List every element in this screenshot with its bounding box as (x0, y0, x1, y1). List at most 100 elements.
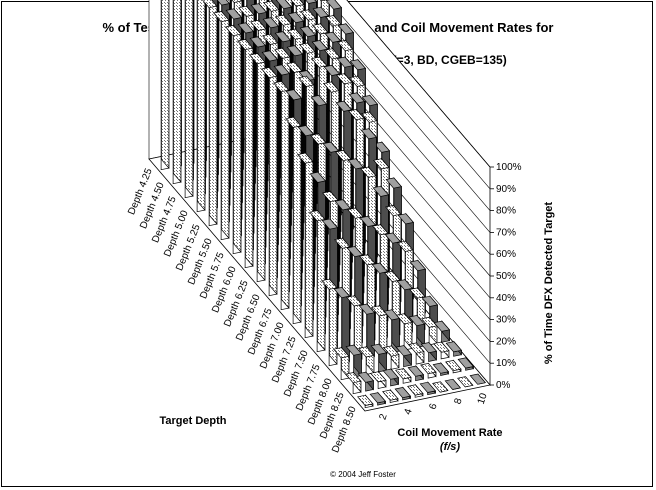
bar (369, 391, 387, 406)
bar (321, 278, 338, 367)
bar-top (370, 343, 388, 355)
rate-tick-label: 8 (452, 397, 464, 406)
bar-top (409, 287, 426, 299)
bar (370, 370, 387, 389)
bar-top (249, 53, 266, 65)
copyright-notice: © 2004 Jeff Foster (330, 470, 396, 479)
bar-top (300, 9, 317, 21)
bar-top (287, 28, 304, 40)
bar-side (257, 52, 266, 282)
bar-top (312, 6, 330, 18)
bar-side (269, 66, 278, 296)
bar (433, 320, 451, 343)
bar (408, 341, 425, 365)
y-tick-label: 70% (496, 227, 516, 238)
bar (346, 294, 363, 361)
bar-side (161, 0, 170, 170)
bar-top (370, 371, 387, 383)
rate-tick-label: 4 (402, 407, 414, 416)
bar-top (347, 158, 365, 170)
bar-top (202, 0, 218, 9)
bar-side (233, 24, 242, 254)
bar-top (273, 64, 291, 76)
bar-top (335, 150, 352, 162)
bar-top (321, 278, 338, 290)
bar-top (421, 295, 439, 307)
bar-top (285, 116, 302, 128)
bar-top (321, 218, 339, 230)
bar-top (334, 237, 351, 249)
gridline (327, 0, 491, 189)
bar-top (290, 0, 305, 7)
bar (172, 0, 182, 185)
bar (469, 373, 487, 385)
bar-side (305, 152, 314, 338)
bar-top (432, 381, 449, 393)
y-tick-label: 90% (496, 184, 516, 195)
bar (395, 367, 412, 384)
rate-tick-label: 10 (476, 391, 490, 405)
bar-top (359, 254, 376, 266)
rate-tick-label: 2 (377, 412, 389, 421)
bar-top (262, 17, 280, 29)
bar-top (397, 213, 415, 225)
bar-top (369, 392, 387, 404)
bar-top (420, 363, 437, 375)
bar (432, 381, 449, 393)
bar-top (409, 260, 427, 272)
bar (419, 381, 437, 396)
bar (445, 359, 462, 374)
bar-side (197, 0, 206, 212)
y-tick-label: 10% (496, 358, 516, 369)
bar-top (347, 207, 364, 219)
bar-top (231, 0, 243, 3)
bar (407, 365, 425, 382)
bar (382, 389, 399, 403)
bar-top (286, 45, 304, 57)
bar-top (250, 19, 267, 31)
bar-top (432, 362, 450, 374)
bar-top (335, 100, 353, 112)
bar-top (444, 378, 462, 390)
bar-top (249, 36, 267, 48)
bars-group (160, 0, 487, 409)
bar-top (345, 372, 362, 384)
bar (457, 376, 474, 388)
bar-top (348, 109, 365, 121)
bar-top (286, 61, 303, 73)
bar-top (274, 47, 291, 59)
bar-top (371, 305, 388, 317)
y-axis-label: % of Time DFX Detected Target (543, 202, 555, 365)
bar-top (310, 133, 327, 145)
bar-top (407, 365, 425, 377)
y-tick-label: 100% (496, 162, 522, 173)
bar-top (408, 342, 425, 354)
bar (285, 116, 302, 325)
bar-top (358, 346, 375, 358)
bar (357, 394, 374, 409)
bar-top (275, 14, 292, 26)
bar-top (469, 373, 487, 385)
bar-top (225, 25, 242, 37)
bar-side (173, 0, 182, 184)
bar-top (336, 56, 354, 68)
bar-top (394, 387, 412, 399)
bar (225, 24, 242, 255)
y-axis: 0% 10% 20% 30% 40% 50% 60% 70% 80% 90% 100% (490, 162, 522, 391)
bar-top (238, 5, 255, 17)
bar-top (382, 368, 400, 380)
bar (433, 341, 450, 360)
bar-side (281, 80, 290, 310)
bar (345, 371, 362, 395)
y-tick-label: 40% (496, 293, 516, 304)
bar-top (324, 31, 342, 43)
bar-top (237, 39, 254, 51)
bar-top (337, 40, 354, 52)
depth-axis-label: Target Depth (159, 415, 226, 427)
bar-top (261, 67, 278, 79)
bar (333, 346, 350, 381)
bar-top (383, 309, 401, 321)
bar (249, 52, 266, 283)
bar-top (333, 287, 351, 299)
